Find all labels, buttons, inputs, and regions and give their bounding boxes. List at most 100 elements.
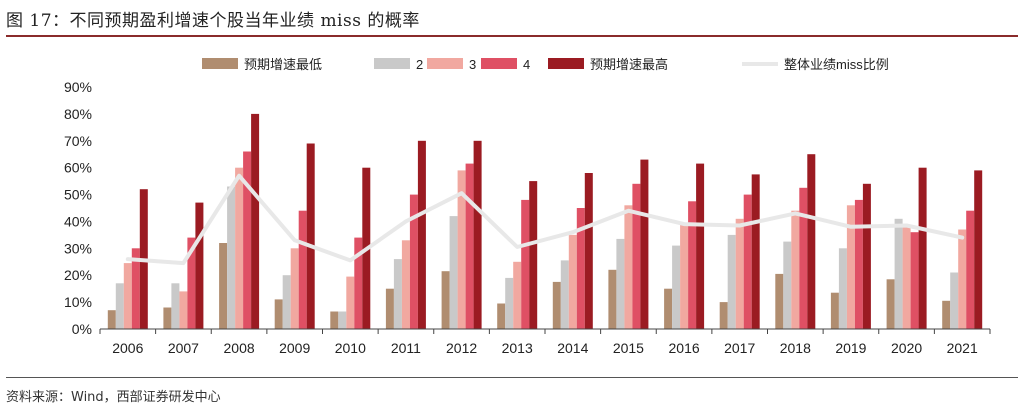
source-rule <box>6 377 1018 378</box>
bar-2007-s2 <box>171 283 180 329</box>
bar-2014-s5 <box>584 173 593 329</box>
y-tick-label: 90% <box>64 79 92 95</box>
bar-2021-s4 <box>966 210 975 329</box>
bar-2018-s3 <box>791 210 800 329</box>
bar-2006-s2 <box>115 283 124 329</box>
bar-2017-s5 <box>751 174 760 329</box>
bar-2015-s1 <box>608 269 617 329</box>
x-tick-label: 2016 <box>669 340 700 356</box>
source-note: 资料来源：Wind，西部证券研发中心 <box>6 390 221 405</box>
bar-2009-s1 <box>274 299 283 329</box>
bar-2007-s4 <box>187 237 196 329</box>
bar-2011-s4 <box>409 194 418 329</box>
bar-2008-s2 <box>227 186 236 329</box>
bar-2006-s1 <box>107 310 116 329</box>
x-tick-label: 2018 <box>780 340 811 356</box>
bar-2011-s2 <box>393 259 402 329</box>
bar-2012-s1 <box>441 271 450 329</box>
bar-2013-s3 <box>513 261 522 329</box>
bar-2010-s2 <box>338 311 347 329</box>
line-point-2007 <box>181 261 185 265</box>
bar-2012-s3 <box>457 170 466 329</box>
line-point-2008 <box>237 174 241 178</box>
x-tick-label: 2021 <box>947 340 978 356</box>
bar-2017-s3 <box>735 218 744 329</box>
bar-2020-s3 <box>902 225 911 329</box>
line-point-2021 <box>960 236 964 240</box>
bar-2015-s2 <box>616 238 625 329</box>
bar-2016-s1 <box>664 288 673 329</box>
bar-2019-s2 <box>838 248 847 329</box>
x-tick-label: 2011 <box>391 340 421 356</box>
y-tick-label: 20% <box>64 267 92 283</box>
bar-2020-s1 <box>886 279 895 329</box>
x-tick-label: 2019 <box>835 340 866 356</box>
line-point-2020 <box>905 224 909 227</box>
bar-2013-s5 <box>529 181 538 329</box>
bar-2010-s3 <box>346 276 355 329</box>
line-area <box>125 173 965 266</box>
x-tick-label: 2007 <box>168 340 199 356</box>
bar-2006-s4 <box>131 248 140 329</box>
bar-2008-s1 <box>219 243 228 329</box>
bar-2019-s1 <box>830 292 839 329</box>
bar-2007-s5 <box>195 202 204 329</box>
line-point-2017 <box>738 224 742 227</box>
bar-2009-s3 <box>290 248 299 329</box>
bar-2014-s3 <box>568 234 577 329</box>
bar-2015-s5 <box>640 159 649 329</box>
chart-legend: 预期增速最低 2 3 4 预期增速最高 整体业绩miss比例 <box>202 57 889 72</box>
legend-swatch <box>481 58 517 69</box>
bar-2017-s2 <box>727 234 736 329</box>
bar-area <box>107 113 983 330</box>
bar-2009-s4 <box>298 210 307 329</box>
bar-2018-s2 <box>783 241 792 329</box>
bar-2013-s1 <box>497 303 506 329</box>
bar-2020-s2 <box>894 218 903 329</box>
bar-2013-s4 <box>521 199 530 329</box>
x-axis: 2006 2007 2008 2009 2010 2011 2012 2013 2014 2015… <box>99 328 991 356</box>
bar-2015-s4 <box>632 183 641 329</box>
bar-2009-s2 <box>282 275 291 329</box>
bar-2016-s5 <box>696 163 705 329</box>
bar-2016-s2 <box>672 245 681 329</box>
y-tick-label: 50% <box>64 187 92 203</box>
legend-swatch <box>202 58 238 69</box>
line-point-2010 <box>348 258 352 262</box>
x-tick-label: 2014 <box>557 340 588 356</box>
legend-label: 4 <box>523 57 530 72</box>
bar-2018-s5 <box>807 154 816 329</box>
y-tick-label: 40% <box>64 213 92 229</box>
line-point-2006 <box>126 257 130 261</box>
line-point-2016 <box>682 222 686 226</box>
legend-swatch <box>548 58 584 69</box>
bar-2011-s1 <box>385 288 394 329</box>
bar-2021-s5 <box>974 170 983 329</box>
bar-2018-s4 <box>799 187 808 329</box>
y-tick-label: 70% <box>64 133 92 149</box>
legend-label: 预期增速最高 <box>590 57 668 72</box>
bar-2012-s4 <box>465 163 474 329</box>
line-point-2009 <box>293 238 297 242</box>
x-tick-label: 2015 <box>613 340 644 356</box>
y-tick-label: 30% <box>64 240 92 256</box>
bar-2012-s2 <box>449 216 458 329</box>
bar-2008-s5 <box>251 113 260 330</box>
legend-label: 3 <box>469 57 476 72</box>
title-rule <box>6 35 1018 37</box>
bar-2010-s1 <box>330 311 339 329</box>
x-tick-label: 2017 <box>724 340 755 356</box>
line-point-2018 <box>793 211 797 215</box>
x-tick-label: 2013 <box>502 340 533 356</box>
bar-2017-s1 <box>719 302 728 329</box>
y-tick-label: 60% <box>64 160 92 176</box>
bar-2011-s3 <box>401 240 410 329</box>
x-tick-label: 2010 <box>335 340 366 356</box>
bar-2007-s1 <box>163 307 172 329</box>
legend-swatch <box>374 58 410 69</box>
bar-2008-s4 <box>243 151 252 329</box>
y-tick-label: 0% <box>72 321 92 337</box>
bar-2012-s5 <box>473 140 482 329</box>
bar-2013-s2 <box>505 277 514 329</box>
bar-2020-s4 <box>910 232 919 329</box>
